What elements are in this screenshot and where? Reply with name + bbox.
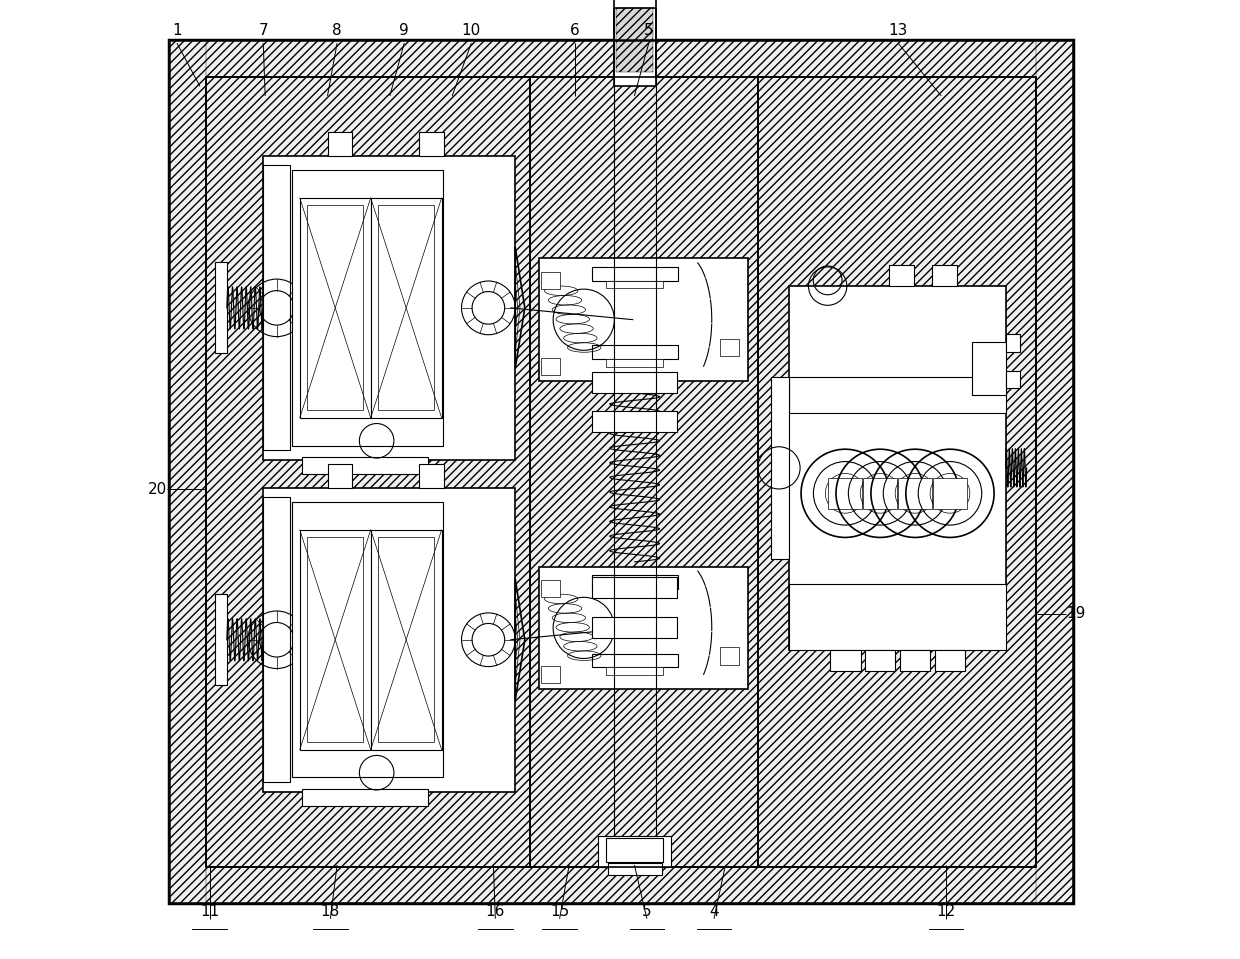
Bar: [293, 502, 443, 778]
Bar: [758, 77, 1037, 867]
Bar: [216, 262, 227, 354]
Bar: [889, 265, 914, 286]
Bar: [789, 584, 1006, 649]
Bar: [541, 271, 560, 289]
Bar: [789, 286, 1006, 649]
Bar: [541, 666, 560, 683]
Bar: [327, 131, 352, 155]
Bar: [371, 529, 441, 750]
Bar: [378, 205, 434, 410]
Bar: [308, 537, 363, 742]
Text: 18: 18: [321, 903, 340, 919]
Bar: [591, 654, 678, 667]
Bar: [593, 411, 677, 433]
Bar: [170, 867, 1073, 903]
Bar: [900, 649, 930, 670]
Bar: [606, 359, 663, 366]
Bar: [591, 575, 678, 589]
Bar: [378, 537, 434, 742]
Bar: [206, 77, 529, 867]
Bar: [529, 77, 758, 867]
Bar: [771, 377, 789, 559]
Text: 5: 5: [644, 23, 653, 38]
Bar: [932, 265, 957, 286]
Bar: [301, 789, 428, 807]
Bar: [598, 836, 671, 867]
Bar: [419, 463, 444, 487]
Bar: [371, 198, 441, 418]
Text: 11: 11: [200, 903, 219, 919]
Bar: [934, 478, 967, 509]
Bar: [539, 259, 749, 381]
Bar: [591, 345, 678, 359]
Text: 8: 8: [332, 23, 342, 38]
Text: 15: 15: [551, 903, 569, 919]
Bar: [972, 342, 1006, 395]
Bar: [1037, 40, 1073, 903]
Bar: [301, 457, 428, 475]
Bar: [300, 529, 371, 750]
Text: 10: 10: [461, 23, 481, 38]
Text: 4: 4: [709, 903, 719, 919]
Bar: [828, 478, 862, 509]
Bar: [529, 77, 758, 867]
Bar: [593, 372, 677, 393]
Text: 7: 7: [258, 23, 268, 38]
Bar: [1006, 370, 1021, 387]
Bar: [327, 463, 352, 487]
Bar: [216, 595, 227, 686]
Text: 12: 12: [936, 903, 956, 919]
Bar: [170, 40, 206, 903]
Bar: [591, 268, 678, 281]
Bar: [539, 567, 749, 690]
Bar: [300, 198, 371, 418]
Bar: [606, 838, 663, 862]
Bar: [263, 155, 515, 460]
Bar: [263, 487, 515, 792]
Bar: [593, 617, 677, 638]
Bar: [206, 77, 529, 867]
Text: 5: 5: [642, 903, 652, 919]
Text: 16: 16: [486, 903, 505, 919]
Bar: [293, 170, 443, 446]
Bar: [864, 649, 895, 670]
Bar: [606, 667, 663, 675]
Bar: [593, 577, 677, 598]
Bar: [935, 649, 965, 670]
Bar: [614, 0, 656, 86]
Bar: [606, 589, 663, 596]
Bar: [263, 165, 290, 451]
Bar: [719, 339, 739, 357]
Bar: [308, 205, 363, 410]
Text: 19: 19: [1066, 606, 1085, 621]
Bar: [863, 478, 897, 509]
Text: 1: 1: [172, 23, 182, 38]
Bar: [170, 40, 1073, 77]
Text: 9: 9: [399, 23, 409, 38]
Bar: [616, 8, 653, 72]
Text: 13: 13: [888, 23, 908, 38]
Bar: [541, 358, 560, 375]
Text: 20: 20: [148, 481, 167, 497]
Bar: [263, 497, 290, 783]
Bar: [419, 131, 444, 155]
Bar: [541, 580, 560, 597]
Bar: [758, 77, 1037, 867]
Bar: [898, 478, 931, 509]
Bar: [830, 649, 861, 670]
Bar: [608, 863, 661, 875]
Bar: [606, 281, 663, 289]
Bar: [1006, 335, 1021, 352]
Text: 6: 6: [570, 23, 580, 38]
Bar: [789, 377, 1006, 413]
Bar: [719, 647, 739, 665]
